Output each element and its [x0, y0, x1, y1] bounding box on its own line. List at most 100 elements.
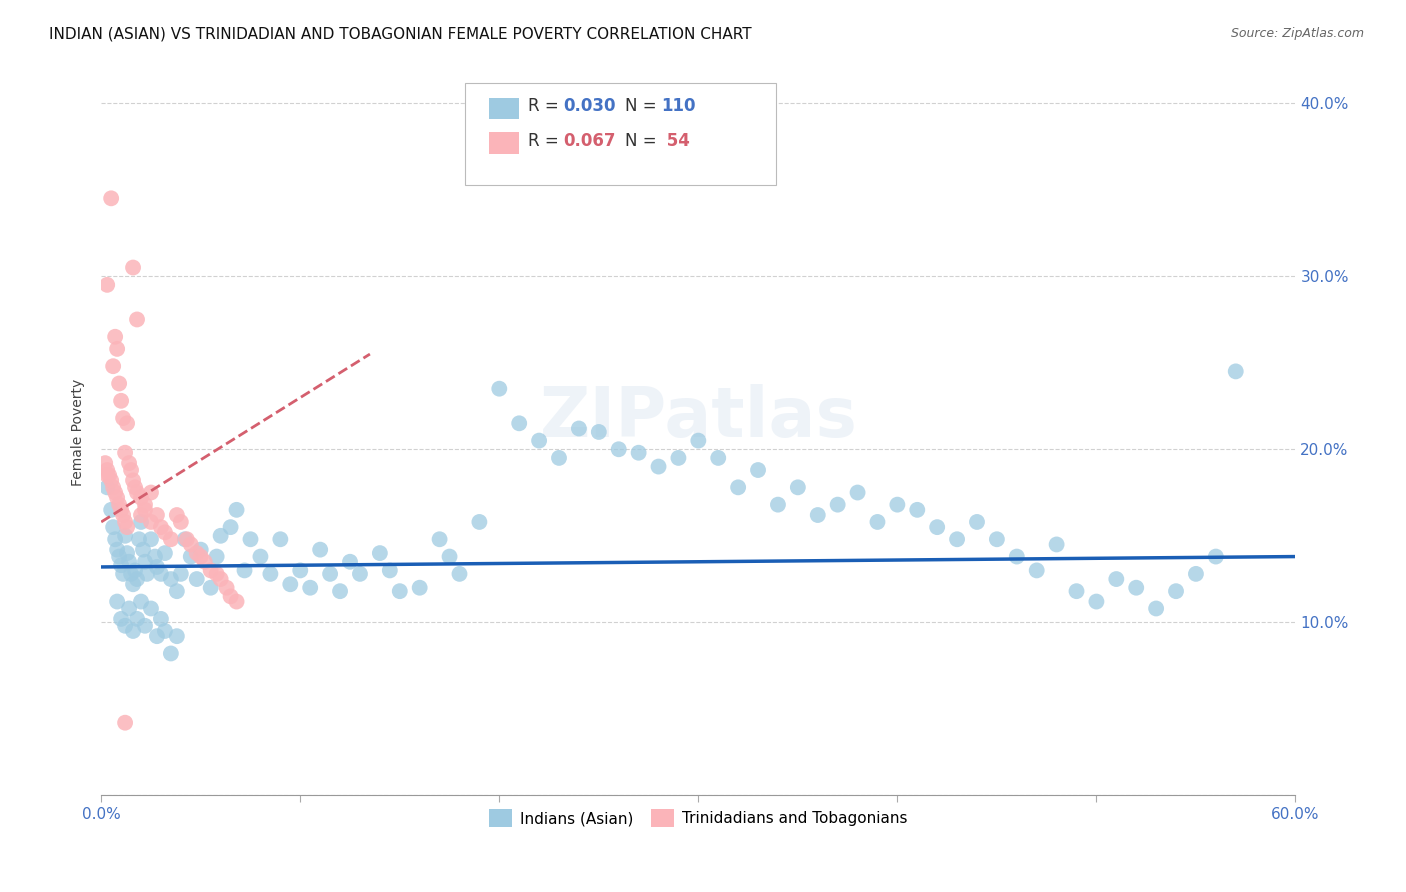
Point [627, 446, 650, 460]
Point [134, 498, 156, 512]
Point [146, 508, 169, 522]
Point [249, 549, 271, 564]
Text: R =: R = [527, 132, 564, 150]
Point [160, 572, 183, 586]
Point [290, 563, 312, 577]
Point [110, 503, 132, 517]
Point [1046, 537, 1069, 551]
Point [866, 515, 889, 529]
Point [1164, 584, 1187, 599]
Text: N =: N = [626, 97, 662, 115]
Text: 110: 110 [661, 97, 696, 115]
Point [388, 584, 411, 599]
Point [1085, 594, 1108, 608]
Point [807, 508, 830, 522]
Point [966, 515, 988, 529]
Point [439, 549, 461, 564]
Point [1185, 566, 1208, 581]
Text: N =: N = [626, 132, 662, 150]
Point [125, 572, 148, 586]
Point [568, 421, 591, 435]
Point [104, 330, 127, 344]
Point [101, 359, 124, 374]
Point [1105, 572, 1128, 586]
Point [114, 619, 136, 633]
Point [429, 533, 451, 547]
Point [110, 393, 132, 408]
Point [1205, 549, 1227, 564]
Point [100, 474, 122, 488]
Point [647, 459, 669, 474]
Point [205, 549, 228, 564]
Point [209, 572, 232, 586]
Point [120, 463, 142, 477]
Point [129, 594, 152, 608]
Point [108, 498, 131, 512]
Point [122, 577, 145, 591]
Point [200, 563, 222, 577]
Point [143, 549, 166, 564]
Point [215, 581, 238, 595]
Point [688, 434, 710, 448]
Point [986, 533, 1008, 547]
Point [114, 715, 136, 730]
Point [1144, 601, 1167, 615]
Point [100, 191, 122, 205]
Point [1225, 364, 1247, 378]
Point [110, 558, 132, 573]
Point [104, 485, 127, 500]
Point [153, 624, 176, 638]
Point [98, 468, 121, 483]
Point [747, 463, 769, 477]
Point [153, 525, 176, 540]
Point [118, 456, 141, 470]
Point [96, 463, 118, 477]
Point [125, 612, 148, 626]
Point [194, 555, 217, 569]
Point [468, 515, 491, 529]
Point [139, 485, 162, 500]
Point [329, 584, 352, 599]
Point [125, 312, 148, 326]
Point [527, 434, 550, 448]
FancyBboxPatch shape [489, 133, 519, 154]
Point [114, 446, 136, 460]
Point [105, 542, 128, 557]
Point [125, 485, 148, 500]
Point [128, 533, 150, 547]
Point [112, 566, 135, 581]
Point [170, 566, 193, 581]
Point [118, 601, 141, 615]
Point [1125, 581, 1147, 595]
Point [96, 468, 118, 483]
Point [233, 563, 256, 577]
Legend: Indians (Asian), Trinidadians and Tobagonians: Indians (Asian), Trinidadians and Tobago… [481, 801, 915, 835]
Point [105, 342, 128, 356]
Point [219, 520, 242, 534]
Point [186, 546, 208, 560]
Point [166, 584, 188, 599]
Point [449, 566, 471, 581]
Point [122, 474, 145, 488]
Point [96, 480, 118, 494]
Point [827, 498, 849, 512]
Point [166, 508, 188, 522]
Point [180, 537, 202, 551]
Point [118, 555, 141, 569]
Point [368, 546, 391, 560]
FancyBboxPatch shape [489, 97, 519, 120]
Point [124, 480, 146, 494]
Point [707, 450, 730, 465]
Point [153, 546, 176, 560]
Point [269, 533, 291, 547]
Point [129, 508, 152, 522]
Point [134, 503, 156, 517]
Point [134, 555, 156, 569]
Point [205, 566, 228, 581]
Point [278, 577, 301, 591]
Point [946, 533, 969, 547]
Point [349, 566, 371, 581]
Point [139, 515, 162, 529]
Text: Source: ZipAtlas.com: Source: ZipAtlas.com [1230, 27, 1364, 40]
Point [132, 542, 155, 557]
